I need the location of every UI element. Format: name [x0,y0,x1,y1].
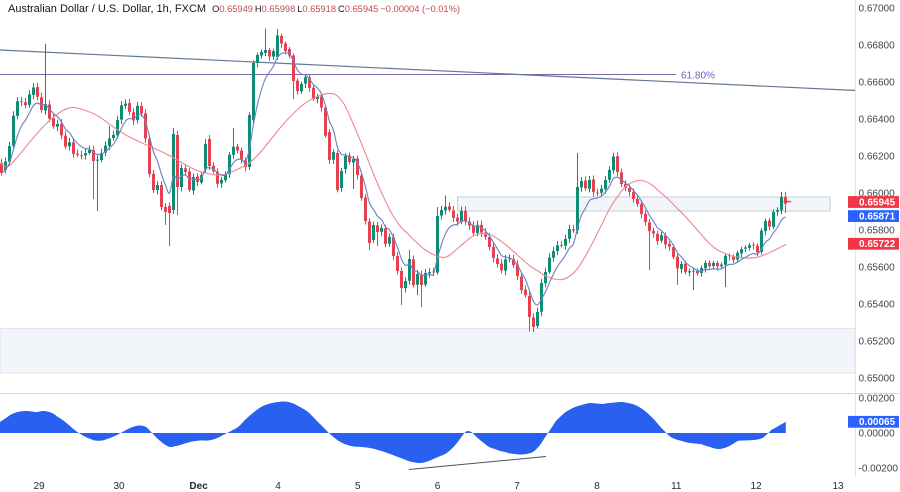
svg-text:0.66600: 0.66600 [859,78,896,89]
svg-text:0.00065: 0.00065 [859,417,896,428]
svg-text:-0.00200: -0.00200 [859,464,899,475]
svg-text:0.65000: 0.65000 [859,374,896,385]
svg-text:61.80%: 61.80% [681,71,715,82]
svg-text:7: 7 [514,481,520,492]
svg-text:12: 12 [750,481,762,492]
svg-text:0.67000: 0.67000 [859,4,896,15]
svg-text:0.65945: 0.65945 [859,197,896,208]
svg-text:Australian Dollar / U.S. Dolla: Australian Dollar / U.S. Dollar, 1h, FXC… [8,3,460,15]
svg-text:6: 6 [435,481,441,492]
svg-text:0.00200: 0.00200 [859,394,896,405]
svg-text:0.66200: 0.66200 [859,152,896,163]
svg-text:0.65722: 0.65722 [859,239,896,250]
svg-text:0.65200: 0.65200 [859,337,896,348]
svg-text:4: 4 [275,481,281,492]
svg-text:Dec: Dec [189,481,208,492]
svg-text:0.66000: 0.66000 [859,189,896,200]
svg-text:13: 13 [832,481,844,492]
svg-text:30: 30 [113,481,125,492]
svg-text:0.66800: 0.66800 [859,41,896,52]
svg-text:0.00000: 0.00000 [859,429,896,440]
svg-text:0.66400: 0.66400 [859,115,896,126]
svg-text:0.65400: 0.65400 [859,300,896,311]
svg-text:8: 8 [594,481,600,492]
svg-text:0.65800: 0.65800 [859,226,896,237]
svg-text:5: 5 [355,481,361,492]
svg-text:29: 29 [33,481,45,492]
svg-text:0.65871: 0.65871 [859,212,896,223]
svg-text:0.65600: 0.65600 [859,263,896,274]
svg-text:11: 11 [671,481,682,492]
